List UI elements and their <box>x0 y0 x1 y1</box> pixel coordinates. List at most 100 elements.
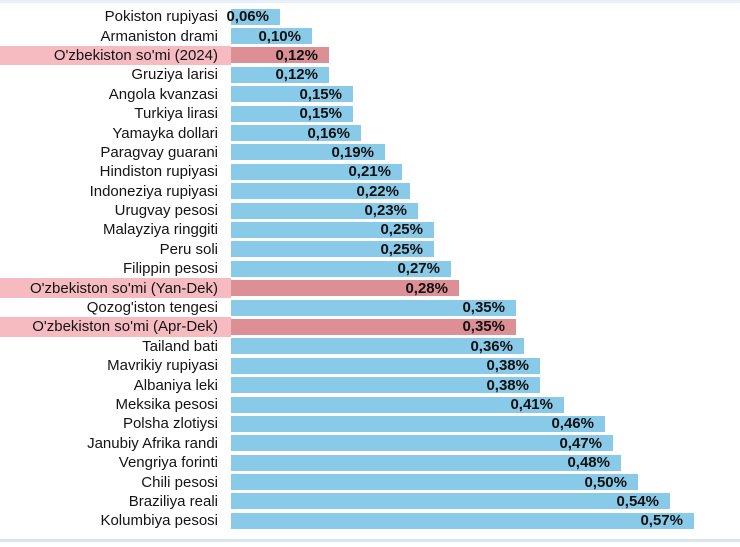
value-label: 0,36% <box>470 337 513 355</box>
category-label: Paragvay guarani <box>100 143 218 161</box>
bar: 0,16% <box>231 124 361 142</box>
value-label: 0,12% <box>275 46 318 64</box>
bar-track: 0,22% <box>231 182 740 201</box>
value-label: 0,15% <box>299 85 342 103</box>
category-label: Peru soli <box>159 240 218 258</box>
chart-row: Malayziya ringgiti 0,25% <box>0 220 740 239</box>
value-label: 0,50% <box>584 473 627 491</box>
value-label: 0,35% <box>462 299 505 317</box>
category-label: Braziliya reali <box>128 492 218 510</box>
chart-row: Yamayka dollari 0,16% <box>0 123 740 142</box>
bottom-border-line <box>0 539 740 542</box>
category-label: Vengriya forinti <box>118 454 218 472</box>
bar: 0,36% <box>231 337 524 355</box>
bar: 0,22% <box>231 183 410 200</box>
bar-track: 0,16% <box>231 123 740 142</box>
value-label: 0,57% <box>640 512 683 530</box>
bar: 0,21% <box>231 163 402 181</box>
bar: 0,12% <box>231 66 329 84</box>
bar: 0,19% <box>231 144 385 161</box>
category-label: Polsha zlotiysi <box>122 415 218 433</box>
chart-row: Vengriya forinti 0,48% <box>0 453 740 472</box>
bar: 0,50% <box>231 473 638 491</box>
bar: 0,15% <box>231 105 353 122</box>
bar-track: 0,46% <box>231 414 740 433</box>
bar: 0,12% <box>231 46 329 64</box>
value-label: 0,23% <box>364 202 407 220</box>
bar-track: 0,35% <box>231 298 740 317</box>
value-label: 0,16% <box>307 124 350 142</box>
category-label: O'zbekiston so'mi (2024) <box>0 45 231 66</box>
bar: 0,38% <box>231 357 540 375</box>
category-label: Hindiston rupiyasi <box>99 163 218 181</box>
value-label: 0,12% <box>275 66 318 84</box>
chart-row: Turkiya lirasi 0,15% <box>0 104 740 123</box>
chart-row: Qozog'iston tengesi 0,35% <box>0 298 740 317</box>
category-label: Indoneziya rupiyasi <box>89 182 218 200</box>
category-label: Armaniston drami <box>100 27 218 45</box>
category-label: Urugvay pesosi <box>114 202 218 220</box>
value-label: 0,06% <box>226 8 269 26</box>
chart-row: Kolumbiya pesosi 0,57% <box>0 511 740 530</box>
chart-row: Pokiston rupiyasi 0,06% <box>0 7 740 26</box>
bar-track: 0,15% <box>231 85 740 104</box>
bar-track: 0,12% <box>231 46 740 65</box>
category-label: Angola kvanzasi <box>108 85 218 103</box>
bar-track: 0,48% <box>231 453 740 472</box>
bar-track: 0,10% <box>231 26 740 45</box>
bar-track: 0,12% <box>231 65 740 84</box>
value-label: 0,46% <box>551 415 594 433</box>
bar-track: 0,28% <box>231 278 740 297</box>
chart-row: Urugvay pesosi 0,23% <box>0 201 740 220</box>
chart-row: Paragvay guarani 0,19% <box>0 143 740 162</box>
bar-track: 0,47% <box>231 434 740 453</box>
bar-track: 0,19% <box>231 143 740 162</box>
chart-row: Peru soli 0,25% <box>0 240 740 259</box>
bar: 0,06% <box>226 8 280 25</box>
bar: 0,35% <box>231 318 516 335</box>
category-label: Janubiy Afrika randi <box>87 434 218 452</box>
value-label: 0,41% <box>510 396 553 413</box>
bar: 0,25% <box>231 240 434 258</box>
bar: 0,10% <box>231 28 312 45</box>
category-label: Qozog'iston tengesi <box>86 299 218 317</box>
category-label: Yamayka dollari <box>112 124 218 142</box>
bar: 0,54% <box>231 492 670 510</box>
category-label: Gruziya larisi <box>131 66 218 84</box>
bar: 0,41% <box>231 396 564 413</box>
value-label: 0,25% <box>380 240 423 258</box>
bar: 0,27% <box>231 260 451 277</box>
category-label: Turkiya lirasi <box>134 105 218 123</box>
value-label: 0,47% <box>559 434 602 452</box>
value-label: 0,54% <box>616 492 659 510</box>
top-border-line <box>0 0 740 3</box>
category-label: O'zbekiston so'mi (Apr-Dek) <box>0 317 231 337</box>
chart-row: O'zbekiston so'mi (Yan-Dek) 0,28% <box>0 278 740 298</box>
value-label: 0,21% <box>348 163 391 181</box>
bar: 0,48% <box>231 454 621 471</box>
value-label: 0,38% <box>486 376 529 394</box>
bar-track: 0,38% <box>231 356 740 375</box>
chart-rows: Pokiston rupiyasi 0,06% Armaniston drami… <box>0 7 740 531</box>
chart-row: Indoneziya rupiyasi 0,22% <box>0 182 740 201</box>
bar-track: 0,57% <box>231 511 740 530</box>
chart-row: Janubiy Afrika randi 0,47% <box>0 434 740 453</box>
category-label: O'zbekiston so'mi (Yan-Dek) <box>0 278 231 298</box>
category-label: Meksika pesosi <box>115 396 218 413</box>
bar-track: 0,25% <box>231 240 740 259</box>
bar: 0,46% <box>231 415 605 433</box>
chart-row: Filippin pesosi 0,27% <box>0 259 740 278</box>
chart-row: O'zbekiston so'mi (Apr-Dek) 0,35% <box>0 317 740 337</box>
chart-row: Meksika pesosi 0,41% <box>0 395 740 414</box>
bar: 0,57% <box>231 512 694 530</box>
bar-track: 0,50% <box>231 472 740 491</box>
value-label: 0,25% <box>380 221 423 239</box>
category-label: Pokiston rupiyasi <box>104 8 218 26</box>
chart-row: Armaniston drami 0,10% <box>0 26 740 45</box>
chart-row: O'zbekiston so'mi (2024) 0,12% <box>0 45 740 66</box>
chart-row: Albaniya leki 0,38% <box>0 375 740 394</box>
value-label: 0,28% <box>405 279 448 297</box>
bar: 0,47% <box>231 434 613 452</box>
value-label: 0,38% <box>486 357 529 375</box>
bar: 0,15% <box>231 85 353 103</box>
